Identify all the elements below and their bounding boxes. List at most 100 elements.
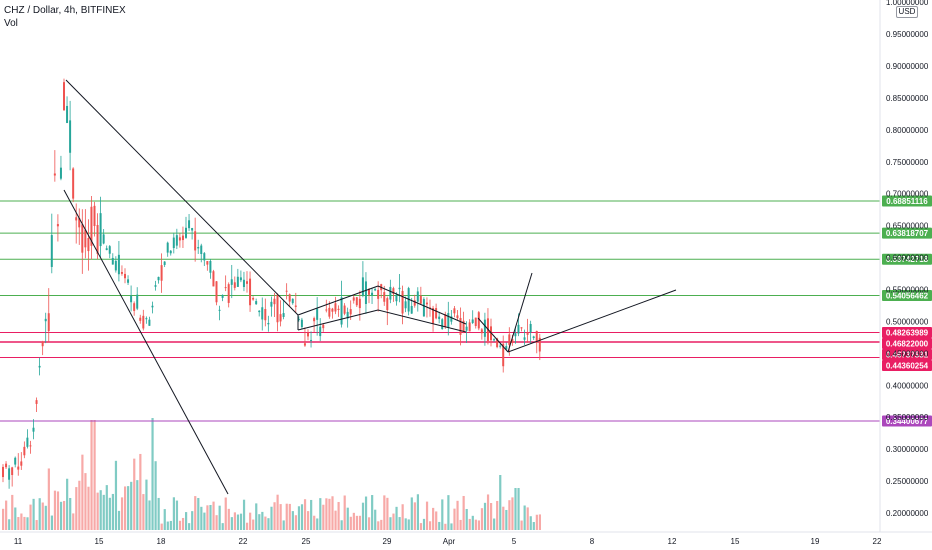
level-label-text: 0.54056462	[886, 292, 929, 301]
candle-body	[471, 319, 474, 324]
candle-body	[493, 339, 496, 341]
trendline[interactable]	[63, 189, 229, 495]
candle-body	[136, 294, 139, 309]
candle-body	[465, 326, 468, 331]
volume-bar	[285, 503, 288, 530]
trendline[interactable]	[507, 289, 677, 353]
volume-bar	[99, 490, 102, 530]
trendline-drawings	[63, 79, 677, 495]
currency-badge[interactable]: USD	[896, 6, 918, 18]
volume-bar	[84, 473, 87, 530]
candle-body	[532, 336, 535, 339]
candle-body	[282, 313, 285, 317]
candle-body	[291, 298, 294, 304]
candle-body	[303, 343, 306, 346]
volume-bar	[90, 420, 93, 530]
candle-body	[185, 227, 187, 238]
candle-body	[288, 294, 291, 302]
level-label-badge	[882, 349, 932, 361]
trendline[interactable]	[477, 317, 509, 353]
candle-body	[477, 312, 480, 329]
volume-bar	[224, 497, 227, 530]
candle-body	[154, 285, 157, 287]
candle-body	[255, 301, 258, 305]
volume-bar	[11, 494, 14, 530]
volume-bar	[398, 517, 401, 530]
volume-bar	[142, 494, 145, 530]
volume-bar	[270, 506, 273, 530]
volume-bar	[477, 520, 480, 530]
volume-bar	[325, 498, 328, 530]
candle-body	[29, 445, 32, 447]
volume-bar	[456, 500, 459, 530]
price-tick-label: 0.20000000	[886, 509, 929, 518]
candle-body	[279, 314, 282, 322]
trendline[interactable]	[377, 309, 467, 333]
candle-body	[117, 254, 120, 275]
volume-label: Vol	[4, 18, 18, 29]
volume-bar	[188, 523, 191, 530]
candle-body	[66, 105, 69, 123]
candle-body	[50, 235, 53, 267]
candle-body	[337, 308, 340, 310]
price-tick-label: 0.40000000	[886, 381, 929, 390]
volume-bar	[264, 516, 267, 530]
candlesticks	[2, 78, 541, 489]
volume-bar	[395, 506, 398, 530]
volume-bar	[203, 512, 206, 530]
candle-body	[102, 234, 105, 244]
price-tick-label: 0.55000000	[886, 286, 929, 295]
candle-body	[215, 281, 218, 303]
volume-bar	[276, 494, 279, 530]
volume-bar	[185, 512, 188, 530]
price-tick-label: 0.90000000	[886, 62, 929, 71]
volume-bar	[474, 519, 477, 530]
volume-bar	[419, 523, 423, 530]
volume-bar	[319, 498, 322, 530]
candle-body	[160, 265, 163, 281]
volume-bar	[194, 496, 197, 530]
candle-body	[276, 294, 279, 323]
candle-body	[435, 308, 438, 319]
level-label-text: 0.46822000	[886, 340, 929, 349]
candle-body	[538, 337, 541, 352]
candle-body	[459, 317, 462, 335]
candle-body	[8, 468, 11, 480]
candle-body	[526, 332, 529, 335]
volume-bar	[404, 518, 407, 530]
candle-body	[78, 218, 81, 228]
volume-bar	[425, 501, 429, 530]
level-label-text: 0.34400677	[886, 417, 929, 426]
volume-bar	[493, 518, 496, 530]
volume-bar	[145, 479, 148, 530]
candle-body	[35, 400, 38, 404]
volume-bar	[20, 513, 23, 530]
trendline[interactable]	[377, 285, 467, 325]
volume-bar	[413, 502, 416, 530]
candle-body	[483, 319, 486, 337]
volume-bar	[483, 502, 487, 530]
candle-body	[270, 301, 273, 307]
candle-body	[32, 427, 35, 432]
candle-body	[145, 318, 148, 320]
candle-body	[456, 315, 459, 319]
volume-bar	[300, 504, 304, 530]
volume-bar	[508, 500, 511, 530]
volume-bar	[401, 504, 404, 530]
trendline[interactable]	[507, 272, 533, 353]
volume-bar	[181, 517, 185, 530]
candle-body	[169, 250, 172, 254]
trendline[interactable]	[65, 79, 299, 316]
level-label-badge	[882, 290, 932, 302]
candle-body	[480, 329, 483, 334]
candle-body	[249, 278, 252, 306]
candle-body	[285, 290, 288, 292]
volume-bar	[178, 520, 182, 530]
trendline[interactable]	[297, 285, 379, 316]
candle-body	[197, 247, 200, 249]
candle-body	[523, 337, 526, 340]
trendline[interactable]	[297, 309, 379, 331]
candle-body	[26, 437, 29, 447]
candle-body	[69, 120, 72, 153]
